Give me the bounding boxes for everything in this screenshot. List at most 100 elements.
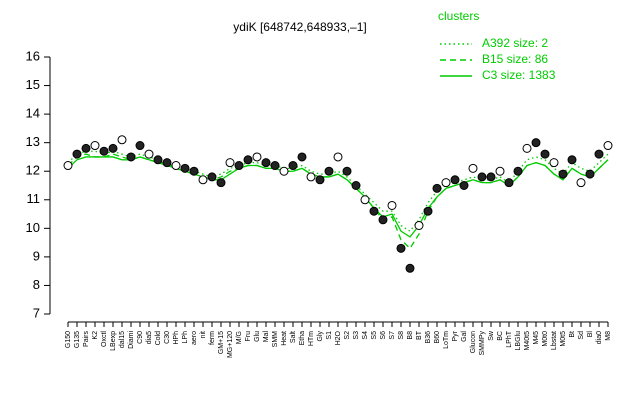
data-point [162, 158, 172, 168]
x-tick-label: M0t0 [542, 331, 549, 347]
x-tick-label: LPhT [506, 330, 513, 347]
data-point [144, 149, 154, 159]
x-tick-label: G150 [65, 331, 72, 348]
data-point [279, 166, 289, 176]
data-point [351, 181, 361, 190]
data-point [171, 161, 181, 171]
x-tick-label: Bt [569, 331, 576, 338]
x-tick-label: Gal [461, 331, 468, 342]
data-point [198, 175, 208, 185]
data-point [324, 166, 334, 176]
x-tick-label: nit [200, 331, 207, 338]
x-tick-label: Salt [290, 331, 297, 343]
x-tick-label: B8 [407, 331, 414, 340]
x-tick-label: S4 [362, 331, 369, 340]
y-tick-label: 8 [33, 277, 40, 292]
data-point [306, 172, 316, 182]
data-point [297, 152, 307, 162]
x-tick-label: Fru [245, 331, 252, 342]
x-tick-label: dia5 [146, 331, 153, 344]
x-tick-label: S5 [371, 331, 378, 340]
series-line [67, 156, 609, 238]
data-point [468, 163, 478, 173]
x-tick-label: S8 [398, 331, 405, 340]
x-tick-label: HPh [173, 331, 180, 345]
x-tick-label: LPh [182, 331, 189, 344]
data-point [234, 161, 244, 171]
x-tick-label: HTm [308, 331, 315, 346]
data-point [369, 206, 379, 216]
data-point [153, 155, 163, 165]
data-point [117, 135, 127, 145]
data-point [567, 155, 577, 165]
x-tick-label: Oxctl [101, 331, 108, 347]
data-point [189, 166, 199, 176]
legend-label: B15 size: 86 [482, 52, 548, 66]
x-tick-label: BT [416, 330, 423, 340]
x-tick-label: MG+120 [227, 331, 234, 358]
y-tick-label: 14 [26, 106, 40, 121]
data-point [315, 175, 325, 185]
x-tick-label: G135 [74, 331, 81, 348]
x-tick-label: ferm [209, 331, 216, 345]
x-tick-label: M8 [605, 331, 612, 341]
data-point [261, 158, 271, 168]
data-point [522, 143, 532, 153]
x-tick-label: S2 [344, 331, 351, 340]
data-point [576, 178, 586, 188]
data-point [513, 166, 523, 176]
data-point [540, 149, 550, 159]
x-tick-label: S6 [380, 331, 387, 340]
x-tick-label: Gly [317, 331, 324, 342]
x-tick-label: GM+15 [218, 331, 225, 354]
x-tick-label: SMM [272, 331, 279, 348]
x-tick-label: SMMPy [479, 331, 486, 356]
series-line [67, 150, 609, 233]
data-point [387, 200, 397, 210]
data-point [270, 161, 280, 171]
y-tick-label: 7 [33, 305, 40, 320]
data-point [243, 155, 253, 165]
x-tick-label: Diami [128, 331, 135, 349]
x-tick-label: Etha [299, 331, 306, 346]
x-tick-label: Cold [155, 331, 162, 346]
x-tick-label: S7 [389, 331, 396, 340]
data-point [207, 172, 217, 182]
data-point [423, 206, 433, 216]
data-point [558, 169, 568, 179]
x-tick-label: Lbstat [551, 331, 558, 350]
x-tick-label: B60 [434, 331, 441, 344]
x-tick-label: S3 [353, 331, 360, 340]
data-point [63, 161, 73, 171]
x-tick-label: B36 [425, 331, 432, 344]
data-point [108, 143, 118, 153]
x-tick-label: C30 [164, 331, 171, 344]
data-point [603, 141, 613, 151]
data-point [81, 143, 91, 153]
x-tick-label: dal15 [119, 331, 126, 348]
y-tick-label: 15 [26, 77, 40, 92]
data-point [504, 178, 514, 188]
data-point [360, 195, 370, 205]
x-tick-label: LBexp [110, 331, 117, 351]
data-point [135, 141, 145, 151]
y-tick-label: 12 [26, 163, 40, 178]
data-point [477, 172, 487, 182]
legend-label: C3 size: 1383 [482, 68, 556, 82]
data-point [549, 158, 559, 168]
data-point [126, 152, 136, 162]
data-point [405, 263, 415, 273]
y-tick-label: 10 [26, 220, 40, 235]
data-point [252, 152, 262, 162]
data-point [531, 138, 541, 148]
x-tick-label: K2 [92, 331, 99, 340]
data-point [90, 141, 100, 151]
data-point [72, 149, 82, 159]
data-point [450, 175, 460, 185]
x-tick-label: M/G [236, 331, 243, 344]
x-tick-label: Heat [281, 331, 288, 346]
data-point [414, 220, 424, 230]
data-point [594, 149, 604, 159]
x-tick-label: M0t5 [560, 331, 567, 347]
legend-title: clusters [438, 9, 479, 23]
